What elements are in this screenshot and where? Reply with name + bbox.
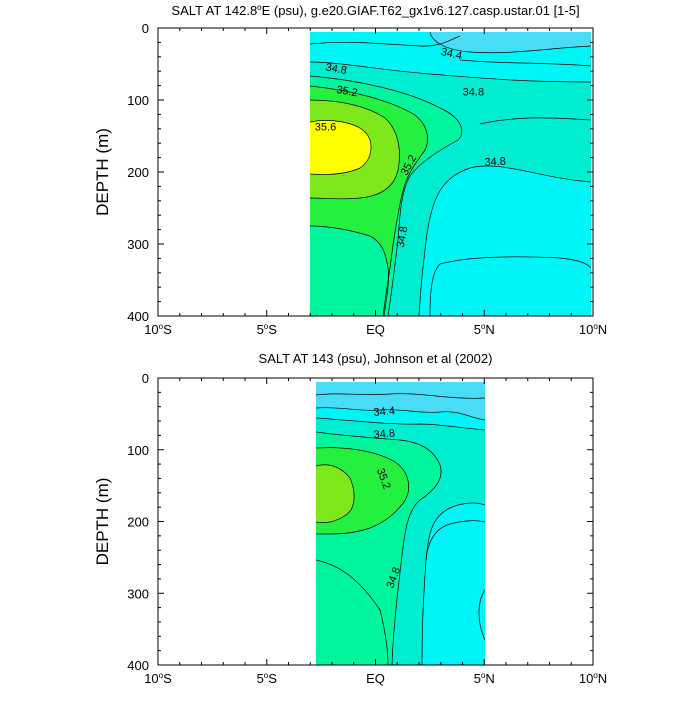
contour-fills bbox=[316, 382, 485, 665]
x-tick-label: 5oN bbox=[474, 671, 495, 686]
contour-label-text: 35.2 bbox=[335, 84, 358, 100]
contour-band-4 bbox=[430, 256, 591, 316]
contour-line-7 bbox=[310, 225, 389, 316]
y-tick-label: 200 bbox=[127, 165, 149, 180]
x-tick-label: EQ bbox=[366, 322, 385, 337]
contour-line-6 bbox=[310, 85, 428, 316]
contour-line-8 bbox=[310, 99, 400, 200]
y-axis-label: DEPTH (m) bbox=[93, 128, 112, 216]
contour-label-8: 34.8 bbox=[395, 225, 411, 248]
contour-label-text: 35.6 bbox=[315, 122, 336, 134]
contour-band-7 bbox=[316, 464, 355, 523]
contour-line-4 bbox=[429, 256, 591, 316]
contour-line-11 bbox=[459, 59, 591, 67]
contour-line-10 bbox=[316, 559, 389, 665]
y-tick-label: 0 bbox=[142, 21, 149, 36]
contour-label-text: 34.8 bbox=[484, 156, 506, 169]
contour-band-2 bbox=[316, 382, 485, 420]
contour-lines bbox=[310, 32, 591, 316]
contour-band-2 bbox=[430, 32, 591, 53]
contour-label-text: 34.8 bbox=[373, 427, 395, 441]
y-tick-label: 400 bbox=[127, 658, 149, 673]
contour-label-4: 34.8 bbox=[463, 86, 484, 98]
contour-line-3 bbox=[316, 417, 485, 431]
y-axis-label: DEPTH (m) bbox=[93, 478, 112, 566]
contour-label-text: 34.8 bbox=[395, 225, 411, 248]
contour-label-text: 34.8 bbox=[463, 86, 484, 98]
contour-line-9 bbox=[478, 589, 485, 641]
contour-line-1 bbox=[429, 32, 591, 54]
contour-label-text: 34.8 bbox=[325, 62, 348, 78]
contour-line-6 bbox=[316, 431, 442, 665]
y-tick-label: 100 bbox=[127, 93, 149, 108]
y-tick-label: 100 bbox=[127, 443, 149, 458]
contour-line-5 bbox=[425, 520, 485, 561]
contour-label-1: 34.4 bbox=[440, 46, 463, 62]
contour-band-9 bbox=[310, 120, 372, 175]
contour-label-2: 34.8 bbox=[373, 427, 395, 441]
contour-label-text: 34.4 bbox=[440, 46, 463, 62]
contour-band-7 bbox=[310, 226, 389, 316]
contour-line-5 bbox=[310, 75, 463, 316]
contour-line-1 bbox=[316, 407, 485, 421]
contour-line-3 bbox=[418, 165, 591, 316]
contour-label-7: 34.8 bbox=[484, 156, 506, 169]
x-tick-label: 5oS bbox=[257, 671, 278, 686]
x-tick-label: 5oS bbox=[257, 322, 278, 337]
x-tick-label: EQ bbox=[366, 671, 385, 686]
contour-label-2: 34.8 bbox=[325, 62, 348, 78]
contour-line-2 bbox=[316, 393, 485, 399]
x-tick-label: 10oN bbox=[579, 322, 607, 337]
chart-title: SALT AT 142.8oE (psu), g.e20.GIAF.T62_gx… bbox=[171, 3, 579, 18]
contour-line-2 bbox=[310, 61, 591, 83]
y-tick-label: 300 bbox=[127, 586, 149, 601]
x-tick-label: 10oS bbox=[144, 322, 172, 337]
x-tick-label: 5oN bbox=[474, 322, 495, 337]
chart-title: SALT AT 143 (psu), Johnson et al (2002) bbox=[259, 351, 493, 366]
contour-lines bbox=[316, 393, 485, 665]
contour-label-1: 34.4 bbox=[373, 405, 395, 419]
contour-label-3: 35.2 bbox=[335, 84, 358, 100]
contour-line-7 bbox=[316, 447, 409, 535]
y-tick-label: 300 bbox=[127, 237, 149, 252]
contour-fills bbox=[310, 32, 591, 316]
contour-band-4 bbox=[426, 520, 485, 665]
contour-line-9 bbox=[310, 120, 372, 175]
contour-line-12 bbox=[479, 117, 591, 125]
contour-label-text: 34.4 bbox=[373, 405, 395, 419]
contour-label-5: 35.6 bbox=[315, 122, 336, 134]
x-tick-label: 10oS bbox=[144, 671, 172, 686]
y-tick-label: 400 bbox=[127, 309, 149, 324]
contour-line-8 bbox=[316, 464, 355, 524]
x-tick-label: 10oN bbox=[579, 671, 607, 686]
y-tick-label: 0 bbox=[142, 371, 149, 386]
y-tick-label: 200 bbox=[127, 515, 149, 530]
contour-line-10 bbox=[310, 35, 461, 47]
contour-line-4 bbox=[421, 502, 485, 665]
